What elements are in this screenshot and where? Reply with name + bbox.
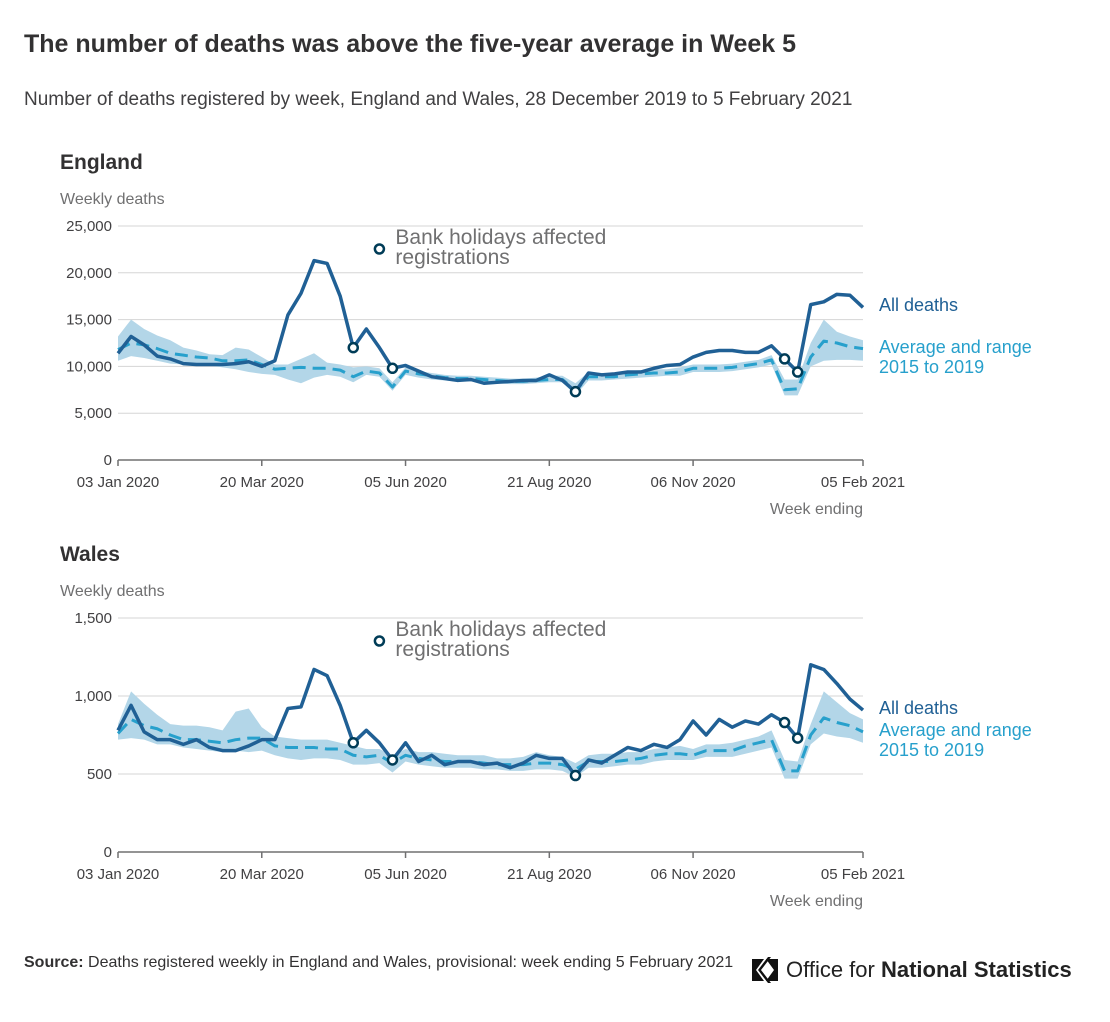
y-tick-label: 1,500 (74, 610, 112, 627)
x-tick-label: 05 Feb 2021 (821, 474, 905, 491)
y-tick-label: 5,000 (74, 405, 112, 422)
series-line (117, 339, 864, 393)
x-axis-label: Week ending (770, 501, 863, 518)
bank-holiday-marker (791, 732, 804, 744)
logo: Office for National Statistics (750, 955, 1072, 985)
x-tick-label: 21 Aug 2020 (507, 474, 591, 491)
y-tick-label: 500 (87, 766, 112, 783)
source: Source: Deaths registered weekly in Engl… (24, 951, 734, 975)
y-tick-label: 15,000 (66, 312, 112, 329)
logo-icon (752, 957, 778, 983)
series-label: All deaths (879, 295, 959, 316)
x-tick-label: 20 Mar 2020 (220, 474, 304, 491)
series-label: Average and range 2015 to 2019 (879, 720, 1032, 761)
logo-prefix: Office for (786, 957, 875, 982)
range-band (118, 691, 863, 779)
title: The number of deaths was above the five-… (24, 30, 797, 58)
bank-holiday-marker (569, 769, 582, 782)
bank-holiday-marker (347, 737, 360, 749)
bank-holiday-marker (386, 362, 399, 375)
y-axis-label: Weekly deaths (60, 191, 165, 208)
range-band (118, 319, 863, 396)
series-line (116, 258, 865, 394)
x-tick-label: 05 Feb 2021 (821, 866, 905, 883)
series-label: Average and range 2015 to 2019 (879, 336, 1032, 377)
bank-holiday-marker (778, 716, 791, 729)
y-tick-label: 0 (104, 844, 112, 861)
series-label: All deaths (879, 698, 959, 719)
annotation-key (373, 635, 386, 647)
bank-holiday-marker (778, 353, 791, 365)
panel-title: England (60, 151, 143, 174)
annotation: Bank holidays affected registrations (395, 226, 607, 269)
x-tick-label: 05 Jun 2020 (364, 866, 447, 883)
y-tick-label: 10,000 (66, 358, 112, 375)
y-tick-label: 25,000 (66, 218, 112, 235)
x-tick-label: 03 Jan 2020 (77, 866, 160, 883)
annotation-key (373, 243, 386, 255)
subtitle: Number of deaths registered by week, Eng… (24, 89, 853, 110)
source-text: Deaths registered weekly in England and … (88, 954, 734, 971)
logo-name: National Statistics (880, 957, 1072, 982)
series-line (116, 663, 865, 778)
y-tick-label: 20,000 (66, 265, 112, 282)
bank-holiday-marker (569, 385, 582, 398)
y-tick-label: 1,000 (74, 688, 112, 705)
x-axis-label: Week ending (770, 893, 863, 910)
x-tick-label: 03 Jan 2020 (77, 474, 160, 491)
y-tick-label: 0 (104, 452, 112, 469)
bank-holiday-marker (347, 341, 360, 354)
x-tick-label: 21 Aug 2020 (507, 866, 591, 883)
annotation: Bank holidays affected registrations (395, 618, 607, 661)
bank-holiday-marker (386, 754, 399, 766)
source-label: Source: (24, 954, 84, 971)
bank-holiday-marker (791, 366, 804, 378)
x-tick-label: 06 Nov 2020 (651, 474, 736, 491)
y-axis-label: Weekly deaths (60, 583, 165, 600)
panel-title: Wales (60, 543, 120, 566)
x-tick-label: 06 Nov 2020 (651, 866, 736, 883)
x-tick-label: 05 Jun 2020 (364, 474, 447, 491)
x-tick-label: 20 Mar 2020 (220, 866, 304, 883)
